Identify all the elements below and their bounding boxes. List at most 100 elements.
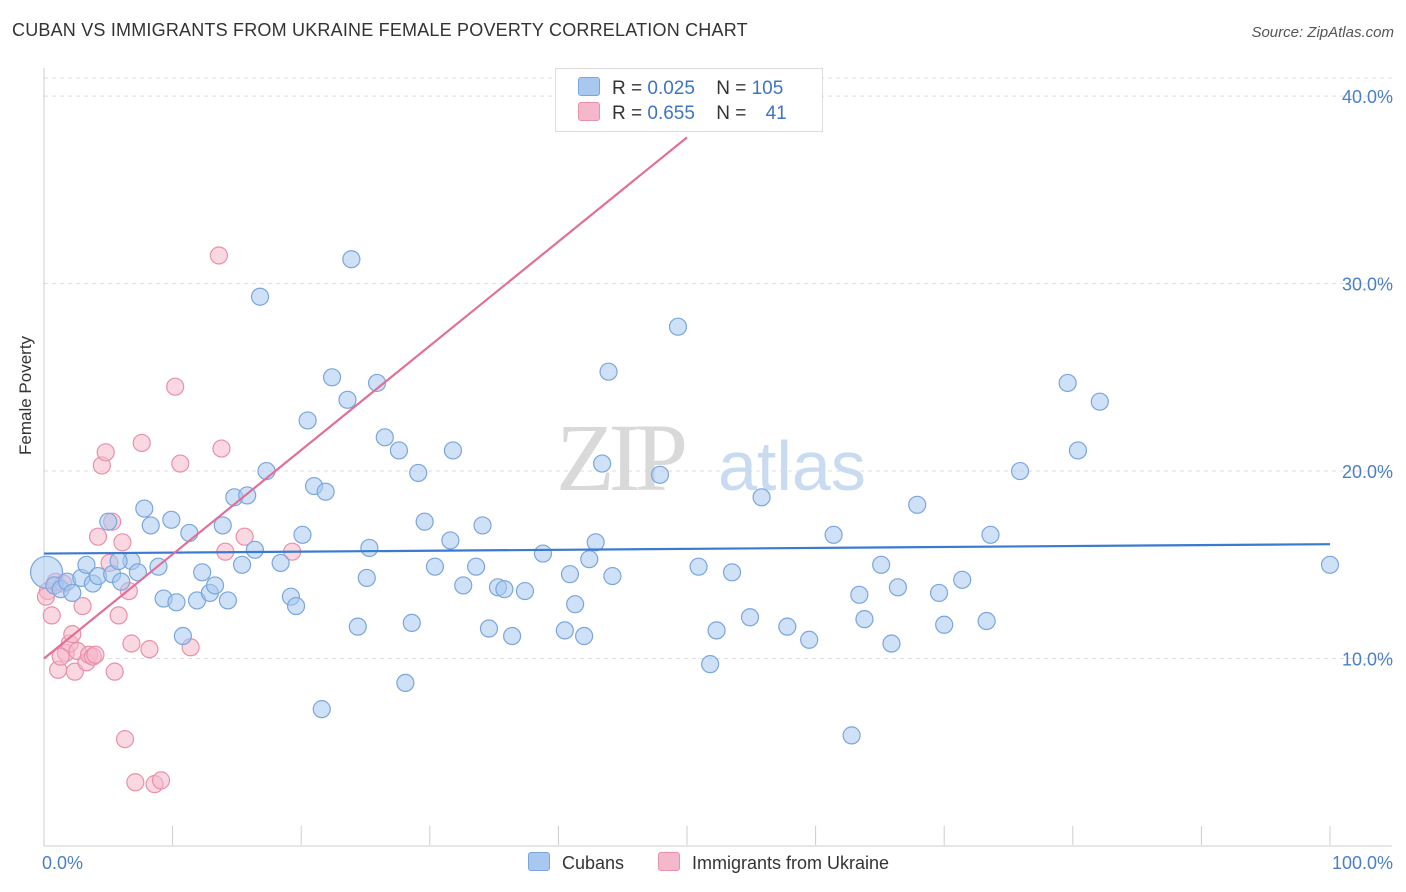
cuban-point [245,540,265,559]
n-value-ukraine: 41 [765,103,787,124]
cuban-point [298,411,317,430]
ukraine-point [73,596,92,616]
cuban-point [316,482,335,501]
x-tick-label-min: 0.0% [42,853,83,873]
cuban-point [357,568,376,588]
cuban-point [99,512,118,531]
cuban-point [752,488,771,507]
cuban-point [479,619,499,638]
axes [43,68,1392,847]
cuban-point [668,317,688,336]
pink-swatch-icon [658,852,680,871]
cuban-point [555,621,574,640]
cuban-point [205,576,225,595]
cuban-point [473,516,492,535]
cuban-point [1320,555,1340,574]
cuban-point [929,583,949,603]
cuban-point [77,555,96,574]
cuban-point [375,428,394,447]
cuban-point [232,555,252,574]
ukraine-point [96,443,115,462]
cuban-point [396,673,415,693]
cuban-point [603,566,622,586]
cuban-point [908,495,927,514]
ukraine-point [51,647,70,666]
cuban-point [180,523,199,543]
cuban-point [1058,373,1077,393]
cuban-point [800,630,819,649]
trend-lines [43,136,1331,660]
cuban-point [872,555,891,574]
cuban-point [213,516,232,535]
ukraine-point [109,606,128,625]
n-label: N = [716,78,747,99]
cuban-point [286,596,306,616]
legend-item-cubans: Cubans [528,852,624,874]
cuban-point [778,617,797,636]
cuban-point [162,510,181,529]
cuban-point [981,525,1000,544]
ukraine-point [105,662,124,681]
legend-label-ukraine: Immigrants from Ukraine [692,853,890,873]
cuban-point [953,570,972,589]
cuban-point [503,626,522,646]
cuban-point [740,608,760,627]
blue-swatch-icon [528,852,550,871]
r-value-ukraine: 0.655 [647,103,695,124]
r-label: R = [612,78,643,99]
n-label: N = [716,103,747,124]
cuban-point [882,634,901,653]
cuban-point [575,626,594,646]
cuban-point [515,581,535,601]
cuban-point [855,610,874,629]
source-label: Source: ZipAtlas.com [1251,24,1394,41]
cuban-point [293,525,312,544]
cuban-trend-line [43,543,1331,555]
ukraine-point [209,246,228,265]
y-tick-label: 10.0% [1342,650,1393,670]
y-tick-label: 30.0% [1342,275,1393,295]
cuban-point [580,550,599,569]
cuban-point [1068,441,1088,460]
cuban-point [701,655,720,674]
y-axis-label: Female Poverty [16,335,35,455]
cuban-point [935,615,954,634]
cuban-point [193,563,212,582]
cuban-point [533,544,553,563]
cuban-point [389,441,409,460]
ukraine-point [126,773,145,792]
ukraine-point [115,730,135,749]
r-label: R = [612,103,643,124]
cuban-point [722,563,742,582]
cuban-point [218,591,237,610]
cuban-point [842,726,861,745]
cuban-point [1090,392,1109,411]
cuban-point [141,516,160,535]
chart-title: CUBAN VS IMMIGRANTS FROM UKRAINE FEMALE … [12,20,748,40]
cuban-point [135,499,154,518]
cuban-point [63,583,82,603]
tick-labels: 10.0% 20.0% 30.0% 40.0% 0.0% 100.0% [42,87,1393,873]
cuban-point [689,557,708,576]
watermark-zip: ZIP [556,404,685,511]
cuban-point [495,580,514,599]
cuban-point [566,595,585,614]
cuban-point [707,621,726,640]
blue-swatch-icon [578,77,600,96]
cuban-point [593,454,612,473]
ukraine-point [86,645,105,664]
cuban-point [425,557,445,576]
cuban-point [112,572,131,591]
cuban-point [650,465,670,484]
cuban-point [312,700,331,719]
cuban-point [348,617,367,636]
watermark: ZIP atlas [556,404,866,511]
cuban-point [977,611,996,631]
cuban-point [128,563,147,582]
cuban-point [599,362,618,381]
pink-swatch-icon [578,102,600,121]
ukraine-point [122,634,141,653]
stats-row-ukraine: R = 0.655 N = 41 [578,102,787,126]
stats-box: R = 0.025 N = 105 R = 0.655 N = 41 [555,68,823,132]
